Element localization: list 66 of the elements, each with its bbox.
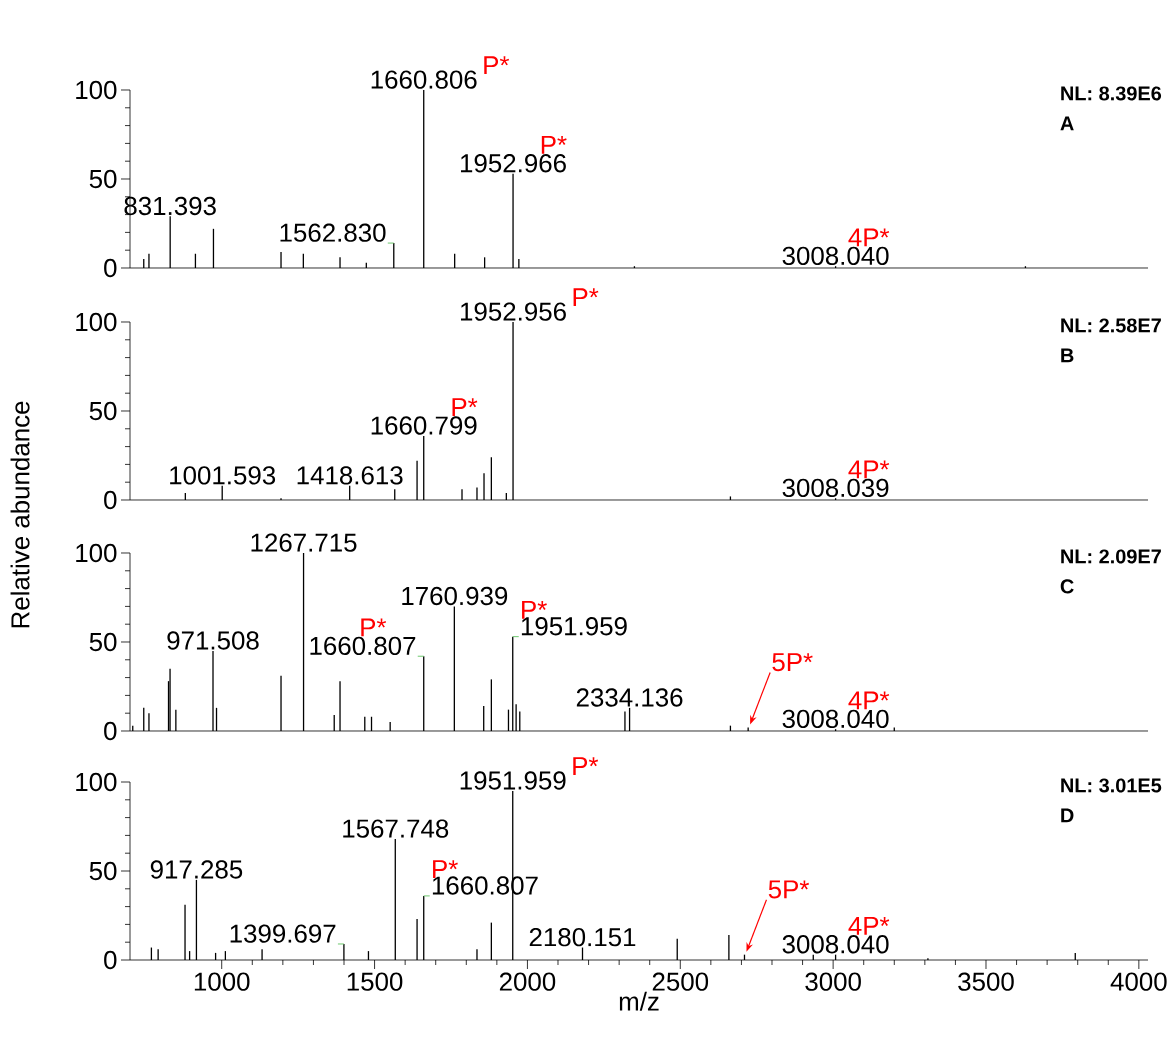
annotation: 1660.807 xyxy=(310,636,416,656)
annotation: A xyxy=(1060,116,1074,131)
annotation: 1418.613 xyxy=(297,466,403,485)
annotation: D xyxy=(1061,808,1074,823)
y-tick-label: 0 xyxy=(104,490,117,510)
annotation: 1760.939 xyxy=(402,586,508,606)
annotation: 1951.959 xyxy=(521,617,627,636)
annotation: 1399.697 xyxy=(230,924,336,943)
y-tick-label: 100 xyxy=(76,772,117,792)
x-tick-label: 4000 xyxy=(1110,972,1167,991)
annotation: P* xyxy=(484,56,510,75)
x-axis-title: m/z xyxy=(619,991,659,1011)
annotation: 917.285 xyxy=(150,860,243,879)
x-tick-label: 3000 xyxy=(805,972,861,991)
annotation: 1660.806 xyxy=(371,70,477,89)
y-tick-label: 0 xyxy=(104,721,117,741)
annotation: 1267.715 xyxy=(251,533,357,552)
y-tick-label: 0 xyxy=(104,950,117,970)
annotation: NL: 2.09E7 xyxy=(1061,549,1161,564)
y-tick-label: 100 xyxy=(76,80,117,100)
annotation: 2180.151 xyxy=(529,927,636,947)
annotation: 4P* xyxy=(848,916,890,935)
annotation: 1567.748 xyxy=(343,819,449,838)
y-tick-label: 100 xyxy=(76,543,117,563)
x-tick-label: 1500 xyxy=(347,972,403,991)
annotation: NL: 3.01E5 xyxy=(1061,778,1162,793)
x-tick-label: 3500 xyxy=(958,972,1014,991)
y-tick-label: 50 xyxy=(89,401,117,421)
x-tick-label: 2500 xyxy=(652,972,709,991)
annotation: 1952.956 xyxy=(460,302,566,321)
annotation: 2334.136 xyxy=(576,688,683,707)
annotation: 3008.040 xyxy=(782,246,889,266)
annotation: 4P* xyxy=(848,460,890,479)
x-tick-label: 1000 xyxy=(194,972,250,991)
annotation: 1951.959 xyxy=(460,771,566,790)
annotation: 4P* xyxy=(848,691,890,710)
y-tick-label: 50 xyxy=(89,169,117,189)
annotation: P* xyxy=(541,135,567,154)
annotation: P* xyxy=(361,618,387,637)
annotation: B xyxy=(1061,348,1074,363)
annotation: P* xyxy=(573,757,599,775)
y-axis-title: Relative abundance xyxy=(10,401,30,628)
annotation: 1660.799 xyxy=(371,416,477,435)
annotation: 1001.593 xyxy=(170,466,276,485)
annotation: 971.508 xyxy=(167,631,259,650)
annotation: 3008.040 xyxy=(782,709,889,729)
annotation: 3008.040 xyxy=(782,935,889,954)
annotation: 831.393 xyxy=(124,196,216,216)
y-tick-label: 0 xyxy=(104,258,117,278)
annotation: P* xyxy=(573,288,599,307)
y-tick-label: 50 xyxy=(89,861,117,881)
annotation: NL: 2.58E7 xyxy=(1061,318,1161,333)
y-tick-label: 50 xyxy=(89,632,117,652)
annotation: 1562.830 xyxy=(280,223,386,242)
annotation: P* xyxy=(522,600,547,619)
annotation: C xyxy=(1060,579,1074,594)
annotation: P* xyxy=(433,860,458,878)
annotation: NL: 8.39E6 xyxy=(1061,86,1162,101)
annotation: 1952.966 xyxy=(461,154,566,173)
annotation: 4P* xyxy=(848,228,890,247)
y-tick-label: 100 xyxy=(76,312,117,332)
annotation: 5P* xyxy=(768,880,810,899)
annotation: P* xyxy=(452,398,478,416)
annotation: 5P* xyxy=(772,653,813,672)
x-tick-label: 2000 xyxy=(499,972,556,991)
annotation: 3008.039 xyxy=(782,478,889,498)
